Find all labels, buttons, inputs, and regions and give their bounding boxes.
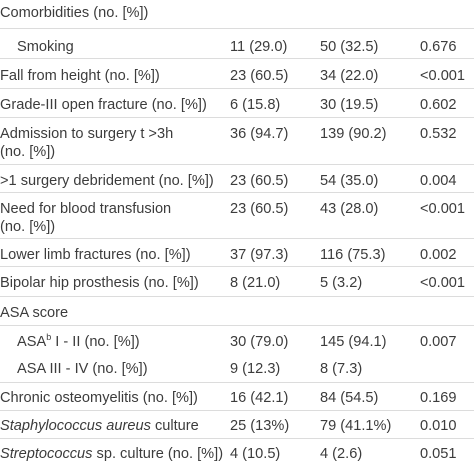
row-label: >1 surgery debridement (no. [%]) bbox=[0, 173, 214, 189]
row-divider bbox=[0, 58, 474, 59]
p-value: 0.010 bbox=[420, 418, 457, 434]
row-label: ASA III - IV (no. [%]) bbox=[17, 361, 148, 377]
p-value: 0.002 bbox=[420, 247, 457, 263]
row-divider bbox=[0, 325, 474, 326]
p-value: 0.051 bbox=[420, 446, 457, 462]
group-b-value: 116 (75.3) bbox=[320, 247, 386, 263]
group-b-value: 79 (41.1%) bbox=[320, 418, 392, 434]
group-a-value: 36 (94.7) bbox=[230, 126, 289, 142]
group-a-value: 23 (60.5) bbox=[230, 68, 289, 84]
group-b-value: 43 (28.0) bbox=[320, 201, 379, 217]
group-a-value: 6 (15.8) bbox=[230, 97, 281, 113]
group-a-value: 4 (10.5) bbox=[230, 446, 281, 462]
row-divider bbox=[0, 164, 474, 165]
row-divider bbox=[0, 192, 474, 193]
p-value: 0.004 bbox=[420, 173, 457, 189]
row-divider bbox=[0, 238, 474, 239]
row-divider bbox=[0, 117, 474, 118]
row-label: Streptococcus sp. culture (no. [%]) bbox=[0, 446, 224, 462]
p-value: 0.532 bbox=[420, 126, 457, 142]
group-b-value: 8 (7.3) bbox=[320, 361, 363, 377]
row-divider bbox=[0, 88, 474, 89]
group-b-value: 30 (19.5) bbox=[320, 97, 379, 113]
row-label: Smoking bbox=[17, 39, 74, 55]
p-value: <0.001 bbox=[420, 275, 466, 291]
group-a-value: 37 (97.3) bbox=[230, 247, 289, 263]
row-divider bbox=[0, 28, 474, 29]
p-value: <0.001 bbox=[420, 68, 466, 84]
row-label: Bipolar hip prosthesis (no. [%]) bbox=[0, 275, 199, 291]
p-value: <0.001 bbox=[420, 201, 466, 217]
group-a-value: 25 (13%) bbox=[230, 418, 290, 434]
group-a-value: 23 (60.5) bbox=[230, 173, 289, 189]
group-a-value: 9 (12.3) bbox=[230, 361, 281, 377]
group-b-value: 84 (54.5) bbox=[320, 390, 379, 406]
row-label: Chronic osteomyelitis (no. [%]) bbox=[0, 390, 198, 406]
p-value: 0.169 bbox=[420, 390, 457, 406]
group-b-value: 139 (90.2) bbox=[320, 126, 387, 142]
p-value: 0.676 bbox=[420, 39, 457, 55]
group-b-value: 5 (3.2) bbox=[320, 275, 363, 291]
row-label: Lower limb fractures (no. [%]) bbox=[0, 247, 191, 263]
group-a-value: 30 (79.0) bbox=[230, 334, 289, 350]
row-label: Fall from height (no. [%]) bbox=[0, 68, 160, 84]
row-label: Admission to surgery t >3h (no. [%]) bbox=[0, 126, 174, 160]
group-a-value: 11 (29.0) bbox=[230, 39, 288, 55]
row-label: ASAb I - II (no. [%]) bbox=[17, 332, 140, 351]
row-label: ASA score bbox=[0, 305, 69, 321]
group-a-value: 23 (60.5) bbox=[230, 201, 289, 217]
row-label: Staphylococcus aureus culture bbox=[0, 418, 199, 434]
p-value: 0.007 bbox=[420, 334, 457, 350]
group-b-value: 4 (2.6) bbox=[320, 446, 363, 462]
group-b-value: 145 (94.1) bbox=[320, 334, 387, 350]
p-value: 0.602 bbox=[420, 97, 457, 113]
row-label: Grade-III open fracture (no. [%]) bbox=[0, 97, 207, 113]
row-divider bbox=[0, 296, 474, 297]
row-divider bbox=[0, 382, 474, 383]
group-a-value: 8 (21.0) bbox=[230, 275, 281, 291]
group-a-value: 16 (42.1) bbox=[230, 390, 289, 406]
row-divider bbox=[0, 410, 474, 411]
row-label: Comorbidities (no. [%]) bbox=[0, 5, 149, 21]
row-label: Need for blood transfusion (no. [%]) bbox=[0, 201, 172, 235]
row-divider bbox=[0, 438, 474, 439]
group-b-value: 50 (32.5) bbox=[320, 39, 379, 55]
group-b-value: 54 (35.0) bbox=[320, 173, 379, 189]
group-b-value: 34 (22.0) bbox=[320, 68, 379, 84]
row-divider bbox=[0, 266, 474, 267]
